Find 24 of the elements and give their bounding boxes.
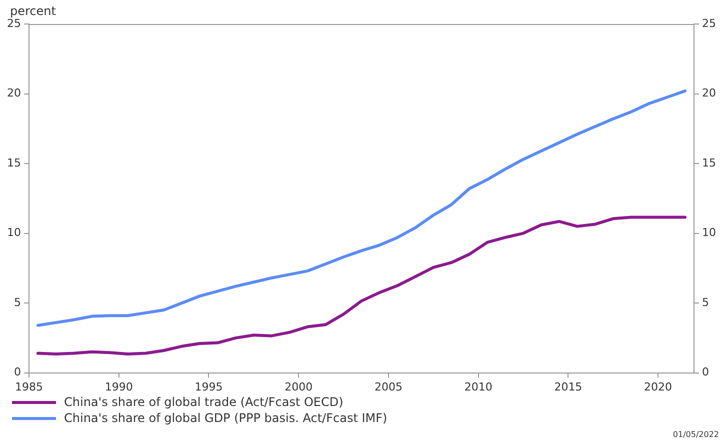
y-tick-label: 10 [6, 226, 21, 240]
y-axis-title: percent [10, 4, 56, 18]
y-tick-label: 5 [14, 296, 21, 309]
y2-tick-label: 10 [702, 226, 716, 240]
y-tick-label: 20 [6, 86, 21, 100]
x-tick-label: 2010 [464, 380, 492, 394]
x-tick-label: 2000 [284, 380, 313, 394]
x-tick-label: 2020 [644, 380, 672, 394]
x-tick-label: 1990 [104, 380, 133, 394]
y-tick-label: 25 [6, 16, 21, 30]
x-tick-label: 1995 [194, 380, 223, 394]
y2-tick-label: 25 [702, 16, 716, 30]
y-tick-label: 0 [14, 366, 21, 379]
y2-tick-label: 20 [702, 86, 716, 100]
legend-label: China's share of global trade (Act/Fcast OECD) [64, 394, 344, 410]
legend-label: China's share of global GDP (PPP basis. Act/Fcast IMF) [64, 410, 388, 426]
y2-tick-label: 0 [702, 366, 710, 379]
x-tick-label: 2015 [554, 380, 582, 394]
y2-tick-label: 5 [702, 296, 710, 309]
x-tick-label: 2005 [374, 380, 402, 394]
text: 01/05/2022 [672, 430, 719, 439]
y2-tick-label: 15 [702, 156, 716, 170]
y-tick-label: 15 [6, 156, 21, 170]
x-tick-label: 1985 [14, 380, 43, 394]
